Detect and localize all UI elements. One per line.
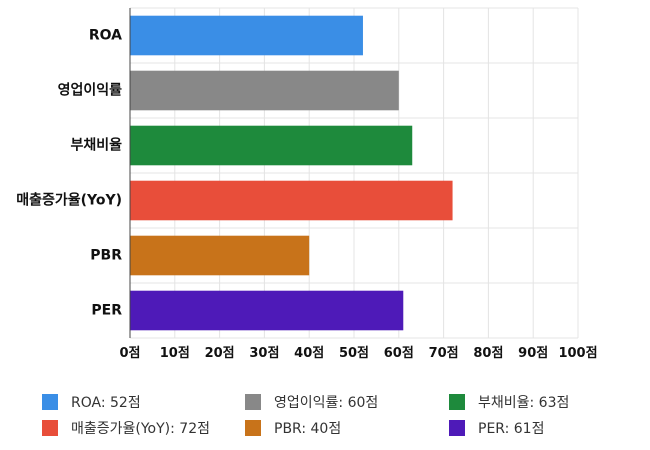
- legend-swatch-operating-margin: [245, 394, 261, 410]
- bar-cat-1: [130, 70, 399, 111]
- legend-item-operating-margin: 영업이익률: 60점: [245, 392, 378, 412]
- y-tick-label-per-5: PER: [91, 303, 122, 319]
- x-tick-label-50: 50점: [339, 346, 369, 361]
- x-tick-label-40: 40점: [294, 346, 324, 361]
- legend-item-pbr: PBR: 40점: [245, 418, 341, 438]
- bar-cat-2: [130, 125, 413, 166]
- y-tick-label-cat-2: 부채비율: [70, 137, 122, 154]
- x-tick-label-60: 60점: [384, 346, 414, 361]
- x-tick-label-30: 30점: [249, 346, 279, 361]
- legend-item-debt-ratio: 부채비율: 63점: [449, 392, 569, 412]
- legend-swatch-per: [449, 420, 465, 436]
- bar-per-5: [130, 290, 404, 331]
- legend-label-per: PER: 61점: [478, 421, 545, 437]
- legend-label-roa: ROA: 52점: [71, 395, 141, 411]
- legend-swatch-roa: [42, 394, 58, 410]
- legend-swatch-debt-ratio: [449, 394, 465, 410]
- x-tick-label-10: 10점: [160, 346, 190, 361]
- x-tick-label-0: 0점: [119, 346, 140, 361]
- legend-label-pbr: PBR: 40점: [274, 421, 342, 437]
- y-tick-label-yoy-3: 매출증가율(YoY): [16, 192, 122, 209]
- bar-roa-0: [130, 15, 363, 56]
- bar-yoy-3: [130, 180, 453, 221]
- x-tick-label-70: 70점: [429, 346, 459, 361]
- bar-pbr-4: [130, 235, 310, 276]
- legend-swatch-sales-growth: [42, 420, 58, 436]
- y-tick-label-roa-0: ROA: [89, 28, 122, 44]
- legend-item-roa: ROA: 52점: [42, 392, 141, 412]
- legend-item-sales-growth: 매출증가율(YoY): 72점: [42, 418, 210, 438]
- legend-label-sales-growth: 매출증가율(YoY): 72점: [71, 421, 210, 437]
- x-tick-label-80: 80점: [473, 346, 503, 361]
- legend-item-per: PER: 61점: [449, 418, 544, 438]
- x-tick-label-100: 100점: [558, 346, 597, 361]
- x-tick-label-20: 20점: [205, 346, 235, 361]
- y-tick-label-pbr-4: PBR: [90, 248, 122, 264]
- legend-swatch-pbr: [245, 420, 261, 436]
- y-tick-label-cat-1: 영업이익률: [58, 82, 123, 99]
- legend-label-debt-ratio: 부채비율: 63점: [478, 395, 570, 411]
- x-tick-label-90: 90점: [518, 346, 548, 361]
- legend-label-operating-margin: 영업이익률: 60점: [274, 395, 379, 411]
